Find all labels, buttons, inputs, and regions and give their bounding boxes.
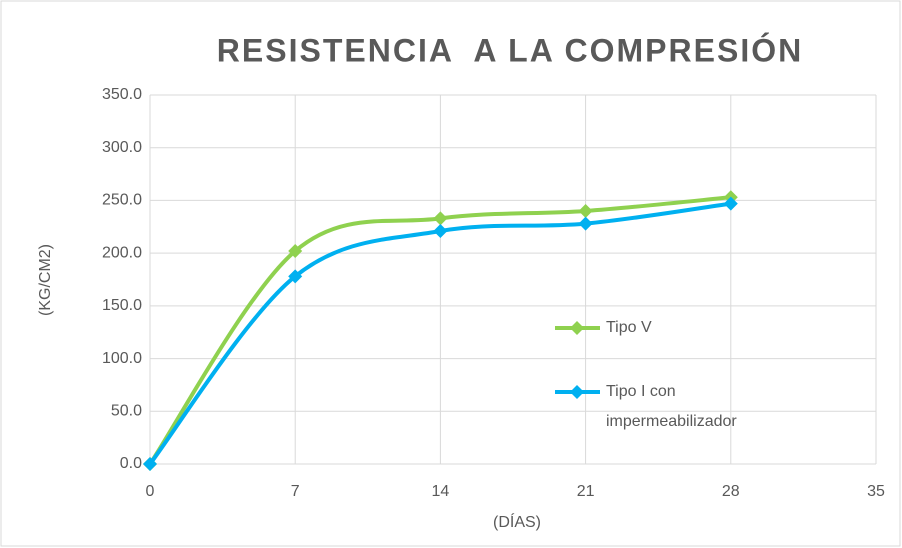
y-tick-label: 250.0 <box>102 192 142 209</box>
data-point <box>143 457 157 471</box>
y-tick-label: 350.0 <box>102 86 142 103</box>
data-point <box>433 224 448 239</box>
y-tick-label: 100.0 <box>102 350 142 367</box>
data-point <box>578 203 593 218</box>
series-line <box>148 195 731 466</box>
y-tick-label: 50.0 <box>111 403 142 420</box>
data-point <box>288 244 303 259</box>
y-tick-label: 150.0 <box>102 297 142 314</box>
legend-marker <box>570 321 584 335</box>
data-point <box>288 269 303 284</box>
data-point <box>723 196 738 211</box>
y-axis-label: (KG/CM2) <box>37 244 54 316</box>
x-tick-label: 0 <box>146 483 155 500</box>
x-tick-label: 35 <box>867 483 885 500</box>
x-tick-label: 21 <box>577 483 595 500</box>
y-tick-label: 0.0 <box>120 455 142 472</box>
legend-marker <box>570 385 584 399</box>
y-tick-label: 300.0 <box>102 139 142 156</box>
chart-title: RESISTENCIA A LA COMPRESIÓN <box>217 32 803 68</box>
data-point <box>578 216 593 231</box>
legend-label: Tipo I con impermeabilizador <box>606 383 737 430</box>
y-tick-label: 200.0 <box>102 244 142 261</box>
x-tick-label: 14 <box>432 483 450 500</box>
data-point <box>433 211 448 226</box>
x-tick-label: 28 <box>722 483 740 500</box>
x-tick-label: 7 <box>291 483 300 500</box>
legend-label: Tipo V <box>606 319 652 336</box>
x-axis-label: (DÍAS) <box>493 512 541 531</box>
